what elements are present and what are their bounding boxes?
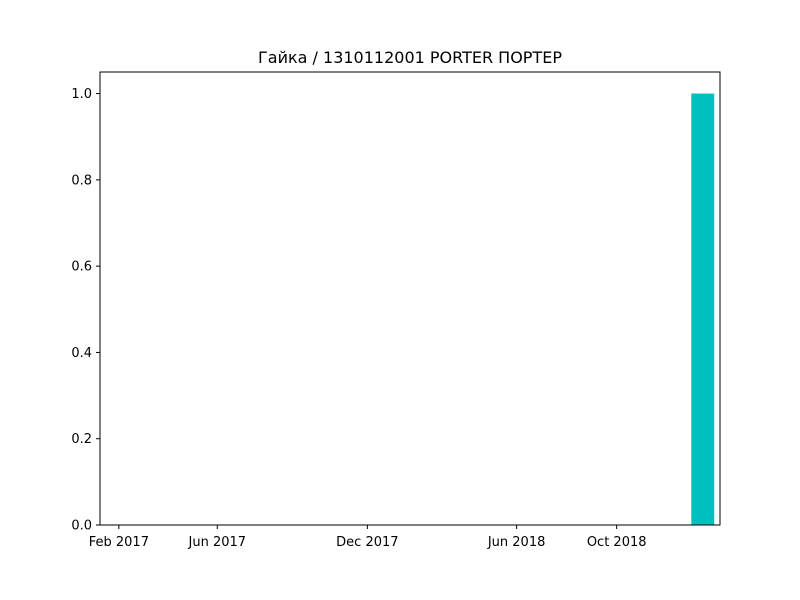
y-axis-ticks: 0.0 0.2 0.4 0.6 0.8 1.0 xyxy=(71,87,100,534)
bars-layer xyxy=(691,93,715,525)
x-tick-label-3: Jun 2018 xyxy=(487,535,546,550)
y-tick-label-5: 1.0 xyxy=(71,87,92,102)
x-tick-label-2: Dec 2017 xyxy=(336,535,398,550)
x-axis-ticks: Feb 2017 Jun 2017 Dec 2017 Jun 2018 Oct 2018 xyxy=(89,525,647,550)
y-tick-label-1: 0.2 xyxy=(71,432,92,447)
bar-0 xyxy=(691,93,715,525)
y-tick-label-3: 0.6 xyxy=(71,260,92,275)
y-tick-label-0: 0.0 xyxy=(71,519,92,534)
x-tick-label-1: Jun 2017 xyxy=(188,535,247,550)
y-tick-label-2: 0.4 xyxy=(71,346,92,361)
x-tick-label-4: Oct 2018 xyxy=(587,535,647,550)
x-tick-label-0: Feb 2017 xyxy=(89,535,149,550)
chart-title: Гайка / 1310112001 PORTER ПОРТЕР xyxy=(258,48,562,67)
y-tick-label-4: 0.8 xyxy=(71,173,92,188)
plot-frame xyxy=(99,71,721,526)
